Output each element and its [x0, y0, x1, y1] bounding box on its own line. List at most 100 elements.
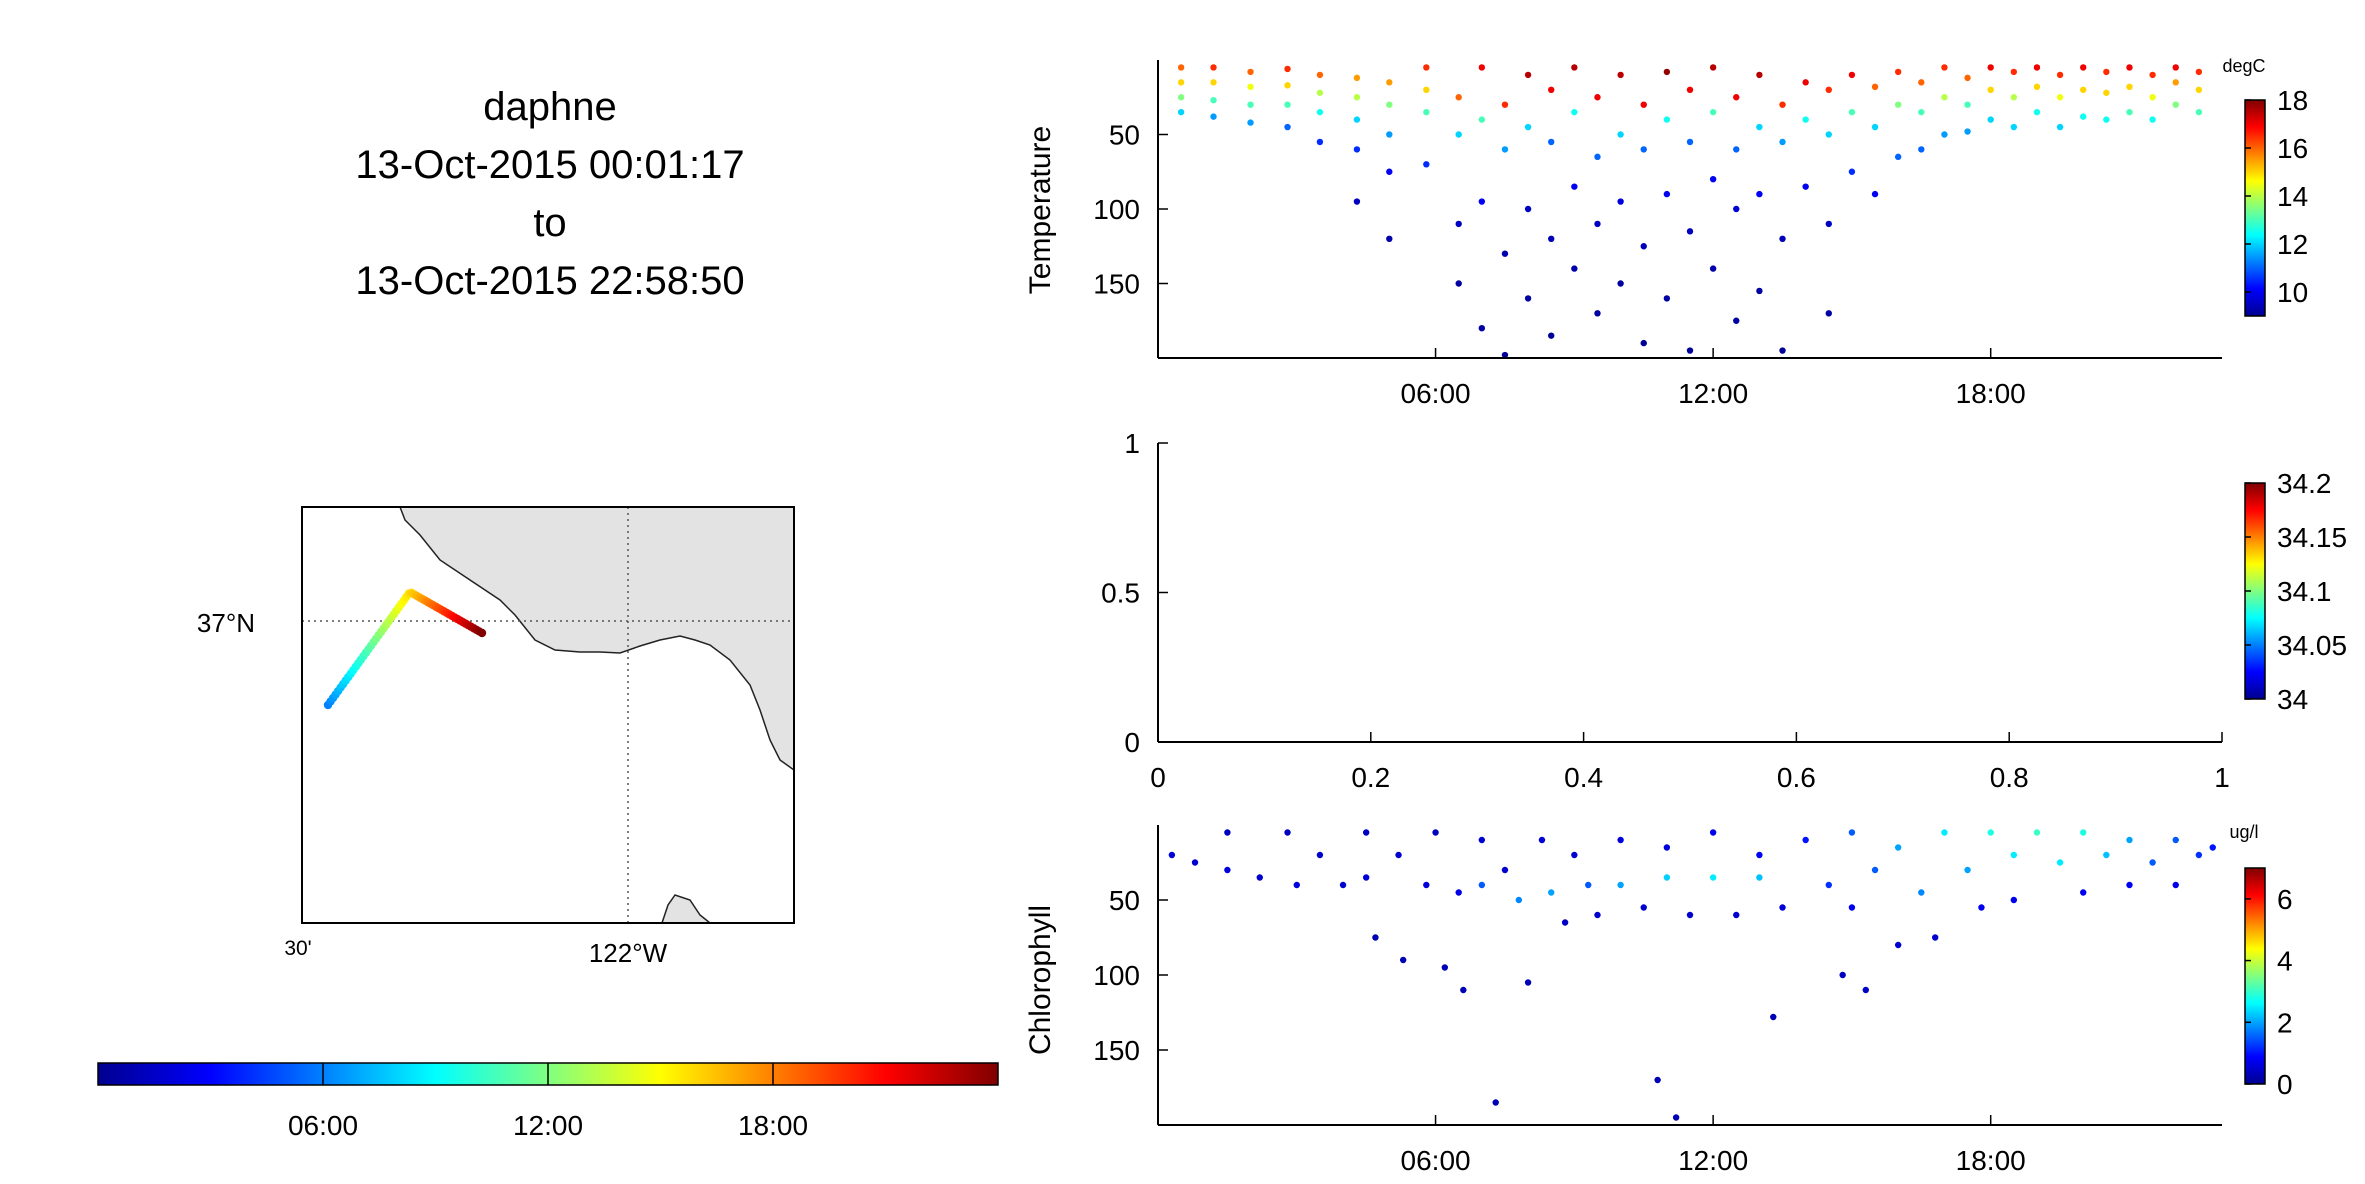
temperature-point — [1941, 94, 1948, 101]
temperature-point — [1871, 123, 1879, 131]
chlorophyll-point — [1395, 851, 1402, 859]
chlorophyll-point — [1571, 851, 1578, 859]
temperature-point — [1594, 94, 1601, 101]
temperature-point — [1709, 64, 1717, 71]
temperature-point — [1733, 317, 1740, 324]
temperature-point — [1524, 205, 1532, 213]
temperature-point — [2149, 116, 2156, 123]
temperature-point — [1686, 138, 1694, 146]
chlorophyll-point — [1362, 874, 1370, 881]
temperature-point — [1640, 146, 1647, 153]
temperature-ytick-label: 50 — [1109, 120, 1140, 151]
temperature-point — [1733, 205, 1740, 213]
chlorophyll-colorbar — [2244, 867, 2266, 1085]
temperature-point — [2172, 101, 2179, 108]
chlorophyll-point — [1733, 911, 1740, 919]
temperature-point — [1871, 83, 1879, 91]
track-point — [477, 628, 487, 638]
temperature-point — [1284, 82, 1291, 89]
chlorophyll-point — [2172, 836, 2179, 844]
temperature-colorbar-label: 12 — [2277, 229, 2308, 260]
chlorophyll-point — [1284, 829, 1291, 836]
chlorophyll-point — [1978, 904, 1985, 911]
temperature-point — [1478, 198, 1486, 205]
map-panel: 37°N 30' 122°W — [197, 506, 795, 968]
chlorophyll-point — [1617, 836, 1624, 844]
temperature-point — [1548, 235, 1555, 242]
temperature-point — [1247, 83, 1254, 91]
salinity-colorbar-label: 34.2 — [2277, 468, 2332, 499]
chlorophyll-point — [1862, 986, 1869, 994]
temperature-point — [1210, 113, 1217, 120]
temperature-point — [1571, 108, 1578, 116]
chlorophyll-ytick-label: 50 — [1109, 885, 1140, 916]
chlorophyll-colorbar-label: 4 — [2277, 946, 2293, 977]
temperature-point — [2195, 68, 2203, 76]
chlorophyll-point — [2209, 844, 2216, 851]
salinity-xtick-label: 0.8 — [1990, 762, 2029, 793]
temperature-point — [2033, 83, 2041, 91]
chlorophyll-point — [1825, 881, 1832, 889]
temperature-point — [2172, 79, 2179, 86]
chlorophyll-point — [1779, 904, 1786, 911]
chlorophyll-point — [1423, 881, 1430, 889]
temperature-point — [2126, 64, 2133, 71]
temperature-point — [2103, 68, 2110, 76]
chlorophyll-point — [2172, 881, 2179, 889]
temperature-point — [1353, 116, 1361, 123]
chlorophyll-point — [2126, 836, 2133, 844]
temperature-point — [1964, 101, 1971, 108]
chlorophyll-point — [1224, 829, 1231, 836]
temperature-point — [1941, 64, 1948, 71]
temperature-point — [1640, 101, 1647, 108]
chlorophyll-point — [1663, 874, 1671, 881]
chlorophyll-point — [1987, 829, 1994, 836]
temperature-point — [1640, 339, 1647, 347]
chlorophyll-ytick-label: 150 — [1093, 1035, 1140, 1066]
temperature-ytick-label: 100 — [1093, 194, 1140, 225]
temperature-point — [1987, 86, 1994, 94]
chlorophyll-point — [1293, 881, 1300, 889]
temperature-point — [2126, 83, 2133, 91]
temperature-colorbar-label: 16 — [2277, 133, 2308, 164]
temperature-point — [1210, 79, 1217, 86]
chlorophyll-point — [1399, 956, 1407, 964]
temperature-point — [2149, 71, 2156, 79]
temperature-point — [2080, 113, 2087, 120]
temperature-point — [2195, 108, 2203, 116]
chlorophyll-xtick-label: 12:00 — [1678, 1145, 1748, 1176]
chlorophyll-point — [1441, 964, 1449, 971]
chlorophyll-point — [1256, 874, 1263, 881]
salinity-xtick-label: 0.4 — [1564, 762, 1603, 793]
temperature-point — [1423, 108, 1430, 116]
chlorophyll-point — [1362, 829, 1370, 836]
temperature-point — [1353, 94, 1361, 101]
salinity-colorbar-label: 34.05 — [2277, 630, 2347, 661]
temperature-point — [1423, 161, 1430, 168]
temperature-point — [2056, 94, 2064, 101]
temperature-point — [1848, 108, 1856, 116]
chlorophyll-point — [1372, 934, 1379, 941]
chlorophyll-point — [1640, 904, 1647, 911]
temperature-point — [2010, 68, 2018, 76]
temperature-point — [1964, 74, 1971, 82]
temperature-point — [1663, 68, 1671, 76]
salinity-ytick-label: 0.5 — [1101, 578, 1140, 609]
chlorophyll-point — [1839, 971, 1846, 979]
temperature-point — [1848, 71, 1856, 79]
chlorophyll-point — [2080, 829, 2087, 836]
temperature-point — [1871, 190, 1879, 198]
temperature-point — [1825, 86, 1832, 94]
temperature-point — [1617, 71, 1624, 79]
temperature-point — [1756, 123, 1763, 131]
temperature-point — [1353, 198, 1361, 205]
chlorophyll-ytick-label: 100 — [1093, 960, 1140, 991]
temperature-point — [2056, 123, 2064, 131]
temperature-point — [1316, 89, 1324, 96]
temperature-point — [1756, 190, 1763, 198]
chlorophyll-point — [2080, 889, 2087, 896]
chlorophyll-point — [1709, 829, 1717, 836]
temperature-point — [1617, 131, 1624, 138]
temperature-point — [1316, 138, 1324, 146]
temperature-point — [2149, 94, 2156, 101]
